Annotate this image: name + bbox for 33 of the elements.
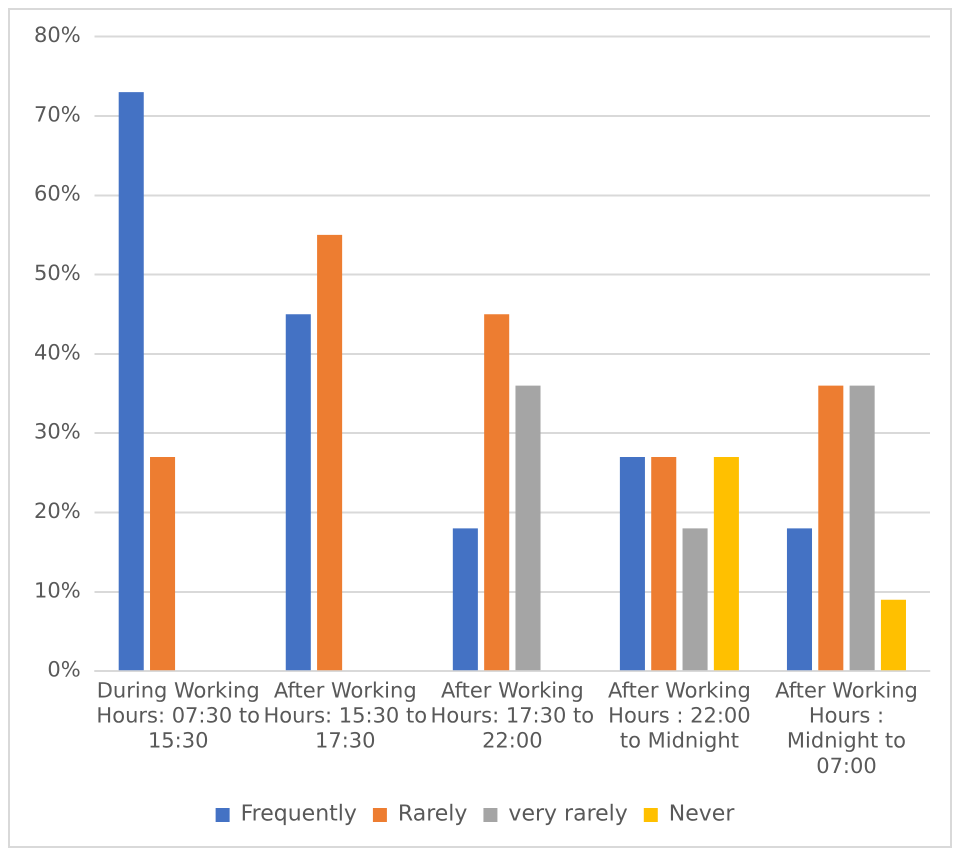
y-tick-label: 50% xyxy=(34,261,81,286)
legend-label: Rarely xyxy=(398,802,468,827)
bar xyxy=(818,386,844,670)
bar xyxy=(651,457,676,670)
y-tick-label: 40% xyxy=(34,340,81,364)
bar xyxy=(118,92,144,670)
x-tick-label: After Working Hours : 22:00 to Midnight xyxy=(608,678,751,753)
bar xyxy=(620,457,645,670)
y-tick-label: 10% xyxy=(34,578,81,602)
bar xyxy=(850,386,875,670)
y-tick-label: 20% xyxy=(34,499,81,524)
x-tick-label: After Working Hours: 17:30 to 22:00 xyxy=(430,678,594,753)
bar xyxy=(150,457,176,670)
y-tick-label: 80% xyxy=(34,23,81,48)
y-tick-label: 60% xyxy=(34,182,81,206)
bar xyxy=(880,600,906,670)
y-tick-label: 0% xyxy=(47,658,81,682)
legend-label: Never xyxy=(668,802,736,827)
y-tick-label: 30% xyxy=(34,420,81,444)
bar xyxy=(317,234,342,670)
x-tick-label: After Working Hours : Midnight to 07:00 xyxy=(775,678,918,778)
legend-label: very rarely xyxy=(508,802,628,827)
legend-label: Frequently xyxy=(240,802,357,827)
bar xyxy=(786,528,812,670)
bar xyxy=(682,528,708,670)
x-tick-label: After Working Hours: 15:30 to 17:30 xyxy=(263,678,428,753)
bar xyxy=(452,528,478,670)
x-tick-label: During Working Hours: 07:30 to 15:30 xyxy=(96,678,260,753)
bar xyxy=(714,457,739,670)
bar xyxy=(484,314,510,670)
y-tick-label: 70% xyxy=(34,102,81,126)
bar xyxy=(286,314,311,670)
bar xyxy=(515,386,541,670)
